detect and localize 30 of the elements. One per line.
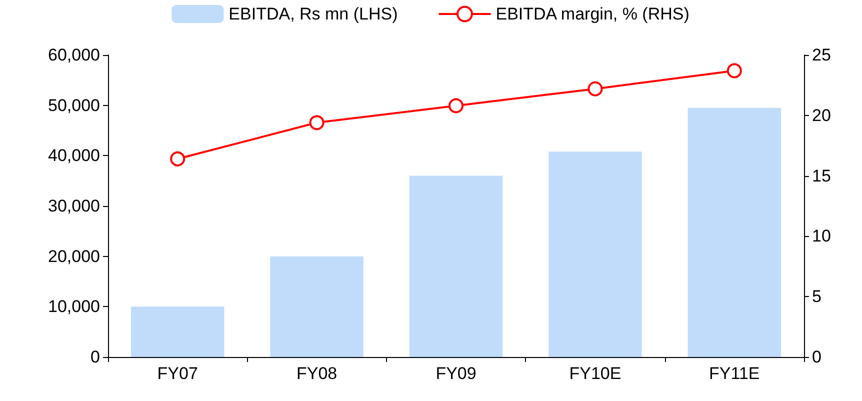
y-tick-label: 20,000 — [48, 246, 100, 266]
x-tick-label: FY09 — [436, 364, 476, 383]
legend-label: EBITDA, Rs mn (LHS) — [228, 4, 398, 24]
point — [309, 115, 324, 130]
y-tick-label: 50,000 — [48, 96, 100, 115]
bar — [130, 306, 224, 357]
x-tick-label: FY08 — [296, 364, 338, 383]
y2-tick-label: 5 — [812, 287, 822, 306]
y2-tick-label: 10 — [812, 226, 831, 246]
bar — [409, 176, 503, 357]
y-tick-label: 40,000 — [48, 146, 100, 166]
y-tick-label: 30,000 — [48, 196, 100, 216]
y2-tick-label: 0 — [812, 348, 822, 366]
y-tick-label: 10,000 — [48, 297, 100, 316]
point — [726, 63, 742, 78]
point — [448, 98, 464, 114]
x-tick-label: FY11E — [709, 364, 760, 383]
bar — [688, 108, 782, 357]
bar — [548, 152, 642, 357]
y2-tick-label: 20 — [812, 106, 831, 125]
bar — [270, 256, 364, 357]
y2-tick-label: 15 — [812, 166, 831, 186]
y2-tick-label: 25 — [812, 46, 831, 64]
point — [170, 151, 186, 166]
y-tick-label: 0 — [90, 348, 100, 366]
y-tick-label: 60,000 — [48, 46, 100, 64]
point — [588, 81, 603, 96]
x-tick-label: FY10E — [569, 364, 622, 383]
x-tick-label: FY07 — [157, 364, 198, 383]
legend-label: EBITDA margin, % (RHS) — [496, 4, 690, 24]
